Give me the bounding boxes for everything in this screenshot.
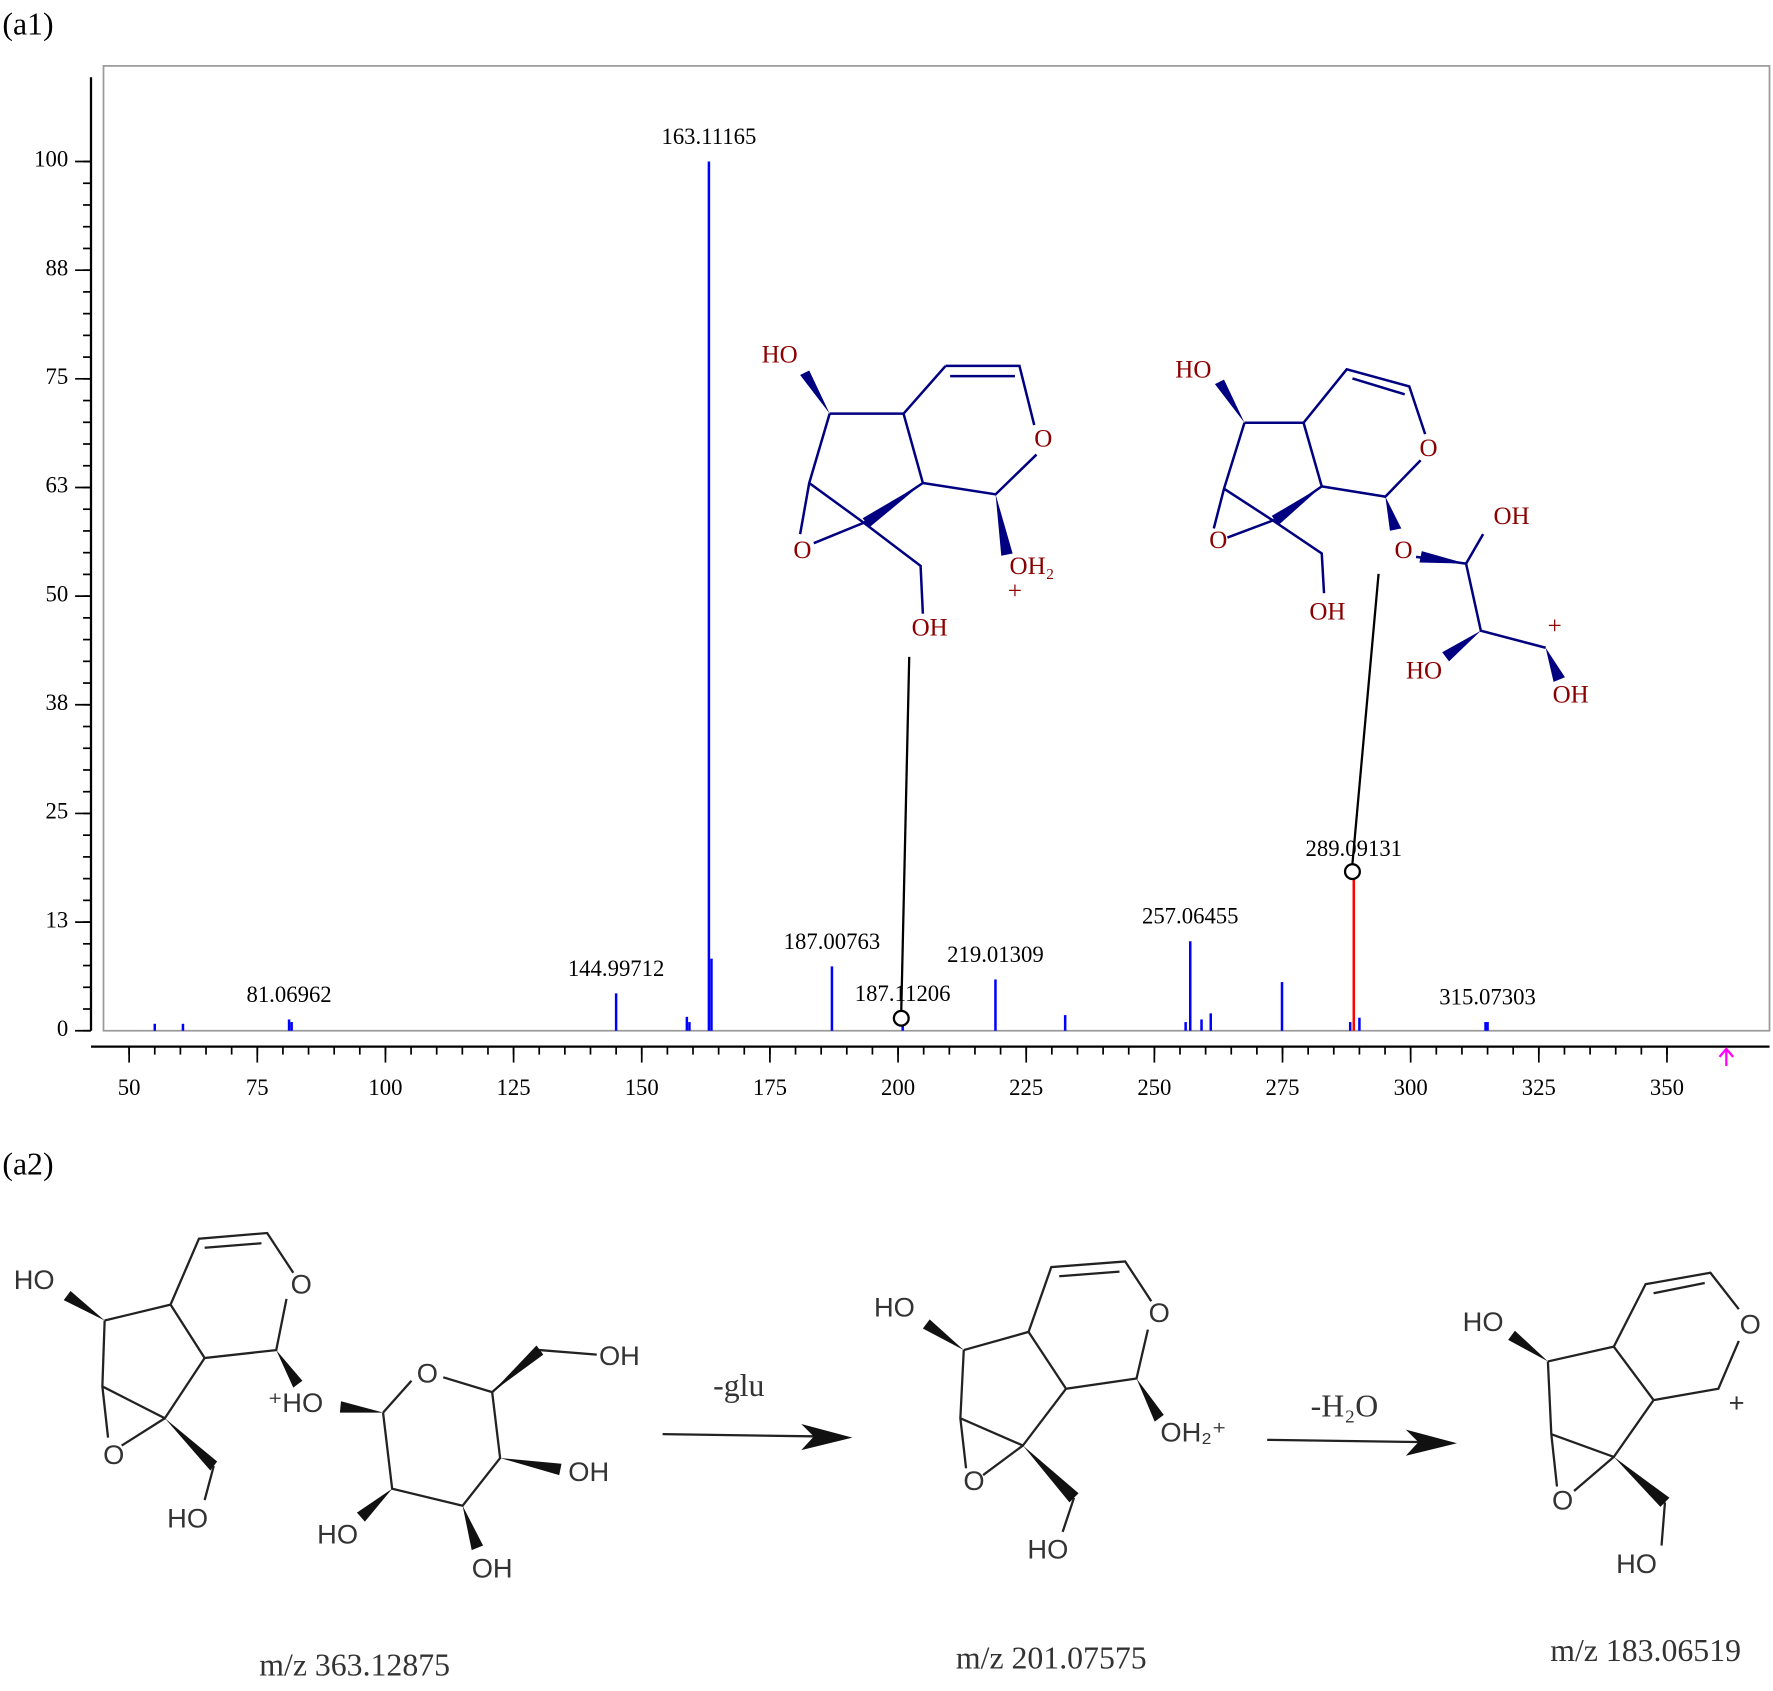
atom: HO xyxy=(317,1519,358,1550)
structure: HO O O OH₂⁺ HO m/z 201.07575 xyxy=(874,1260,1226,1676)
atom: O xyxy=(1034,426,1052,453)
caption: m/z 183.06519 xyxy=(1550,1633,1741,1668)
wedges xyxy=(63,1290,562,1551)
x-tick-label: 250 xyxy=(1137,1075,1171,1100)
structure: HO O O OH O OH HO + OH xyxy=(1175,356,1588,708)
y-tick-label: 63 xyxy=(46,473,69,498)
y-tick-label: 88 xyxy=(46,255,69,280)
y-tick-label: 38 xyxy=(46,690,69,715)
atom: OH xyxy=(599,1340,640,1371)
atom: OH xyxy=(472,1553,513,1584)
y-tick-label: 0 xyxy=(57,1016,68,1041)
atom: HO xyxy=(167,1503,208,1534)
y-tick-label: 100 xyxy=(34,147,68,172)
atom: O xyxy=(417,1357,438,1388)
peak-marker xyxy=(1343,863,1361,881)
atom: + xyxy=(1729,1387,1745,1418)
x-tick-label: 325 xyxy=(1522,1075,1556,1100)
atom: HO xyxy=(1027,1533,1068,1564)
atom: HO xyxy=(874,1291,915,1322)
x-tick-label: 350 xyxy=(1650,1075,1684,1100)
atom: HO xyxy=(1175,356,1211,383)
x-tick-label: 225 xyxy=(1009,1075,1043,1100)
x-tick-label: 125 xyxy=(497,1075,531,1100)
wedges xyxy=(922,1319,1164,1503)
atom: HO xyxy=(1463,1306,1504,1337)
peak-label: 187.00763 xyxy=(784,929,881,954)
peak-label: 257.06455 xyxy=(1142,904,1239,929)
atom: O xyxy=(1149,1297,1170,1328)
arrow: -H₂O xyxy=(1267,1388,1457,1456)
y-tick-label: 75 xyxy=(46,364,69,389)
atom: OH₂ xyxy=(1010,553,1055,580)
atom: OH₂⁺ xyxy=(1160,1416,1226,1447)
wedges xyxy=(800,370,1013,556)
atom: O xyxy=(793,537,811,564)
atom: O xyxy=(1740,1308,1761,1339)
x-tick-label: 150 xyxy=(625,1075,659,1100)
atom: OH xyxy=(1309,598,1345,625)
atom: O xyxy=(1552,1485,1573,1516)
caption: m/z 363.12875 xyxy=(259,1648,450,1683)
x-tick-label: 50 xyxy=(118,1075,141,1100)
atom: HO xyxy=(762,342,798,369)
x-tick-label: 300 xyxy=(1394,1075,1428,1100)
peak-label: 219.01309 xyxy=(947,942,1044,967)
atom: + xyxy=(1008,578,1022,605)
atom: HO xyxy=(1616,1548,1657,1579)
ticks: 50 75 100 125 150 175 200 225 250 275 300 325 350 0 13… xyxy=(34,147,1684,1100)
x-tick-label: 175 xyxy=(753,1075,787,1100)
x-tick-label: 200 xyxy=(881,1075,915,1100)
atom: OH xyxy=(912,614,948,641)
x-tick-label: 75 xyxy=(246,1075,269,1100)
y-tick-label: 50 xyxy=(46,581,69,606)
structure: HO O O + HO m/z 183.06519 xyxy=(1463,1271,1761,1668)
bonds xyxy=(1546,1271,1740,1546)
peak-label: 163.11165 xyxy=(661,124,756,149)
arrow-label: -H₂O xyxy=(1311,1388,1379,1423)
leader-line xyxy=(900,573,1380,1011)
atom: + xyxy=(1548,613,1562,640)
wedges xyxy=(1214,379,1565,682)
atom: O xyxy=(1420,435,1438,462)
precursor-marker xyxy=(1718,1047,1734,1066)
y-tick-label: 13 xyxy=(46,907,69,932)
x-tick-label: 275 xyxy=(1265,1075,1299,1100)
atom: OH xyxy=(568,1456,609,1487)
peak-label: 315.07303 xyxy=(1439,985,1536,1010)
peak-label: 144.99712 xyxy=(568,956,665,981)
wedges xyxy=(1508,1330,1670,1507)
atom: O xyxy=(1209,527,1227,554)
panel-label: (a1) xyxy=(2,7,53,42)
atom: HO xyxy=(1406,657,1442,684)
bonds xyxy=(101,1231,597,1508)
arrow: -glu xyxy=(662,1368,853,1451)
atom: OH xyxy=(1553,681,1589,708)
bonds xyxy=(959,1260,1153,1533)
plot-frame xyxy=(102,65,1771,1032)
peak-marker xyxy=(892,1009,910,1027)
atom: O xyxy=(1395,537,1413,564)
atom: O xyxy=(103,1439,124,1470)
peak-label: 81.06962 xyxy=(246,982,331,1007)
y-tick-label: 25 xyxy=(46,799,69,824)
atom: ⁺HO xyxy=(268,1387,323,1418)
atom: HO xyxy=(14,1264,55,1295)
atom: OH xyxy=(1493,503,1529,530)
atom: O xyxy=(963,1465,984,1496)
structure: HO O O OH₂ + OH xyxy=(762,342,1055,642)
arrow-label: -glu xyxy=(713,1368,764,1403)
structure: HO O O HO ⁺HO O OH OH HO OH m/z 363.1287… xyxy=(14,1231,640,1683)
peaks: 81.06962144.99712163.11165187.00763187.1… xyxy=(153,124,1536,1031)
bonds xyxy=(798,364,1038,614)
caption: m/z 201.07575 xyxy=(956,1641,1147,1676)
x-tick-label: 100 xyxy=(368,1075,402,1100)
atom: O xyxy=(291,1269,312,1300)
panel-label: (a2) xyxy=(2,1146,53,1181)
